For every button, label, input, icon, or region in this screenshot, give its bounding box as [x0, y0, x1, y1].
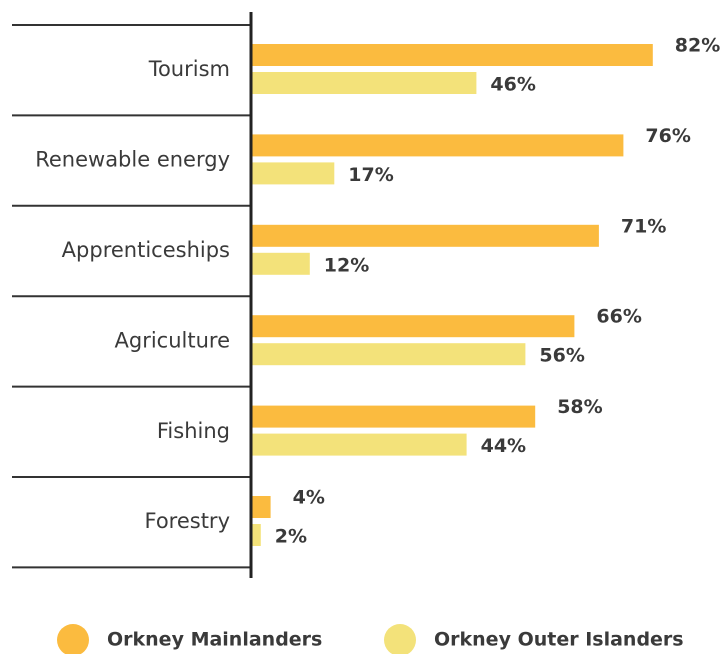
bar [251, 496, 271, 518]
category-label: Renewable energy [35, 148, 230, 172]
category-label: Agriculture [115, 328, 231, 352]
bar [251, 162, 335, 185]
value-label: 56% [539, 345, 584, 367]
legend-swatch [57, 624, 89, 654]
bar [251, 405, 536, 428]
value-label: 46% [490, 74, 535, 96]
bar [251, 72, 477, 94]
bar [251, 252, 310, 275]
value-label: 2% [275, 526, 307, 548]
category-label: Forestry [144, 509, 230, 533]
bar [251, 224, 599, 247]
value-label: 76% [645, 125, 690, 147]
value-label: 71% [621, 215, 666, 237]
bar [251, 433, 467, 456]
bar [251, 524, 261, 546]
value-label: 58% [557, 396, 602, 418]
legend-label: Orkney Outer Islanders [434, 629, 684, 651]
bar [251, 315, 575, 338]
value-label: 44% [481, 435, 526, 457]
value-label: 66% [596, 306, 641, 328]
legend-label: Orkney Mainlanders [107, 629, 322, 651]
value-label: 12% [324, 254, 369, 276]
value-label: 82% [675, 35, 720, 57]
bar [251, 343, 526, 366]
value-label: 17% [348, 164, 393, 186]
category-label: Tourism [148, 57, 230, 81]
legend-swatch [384, 624, 416, 654]
category-label: Apprenticeships [62, 238, 230, 262]
bar [251, 134, 624, 157]
bar [251, 44, 653, 66]
value-label: 4% [293, 487, 325, 509]
category-label: Fishing [157, 419, 230, 443]
